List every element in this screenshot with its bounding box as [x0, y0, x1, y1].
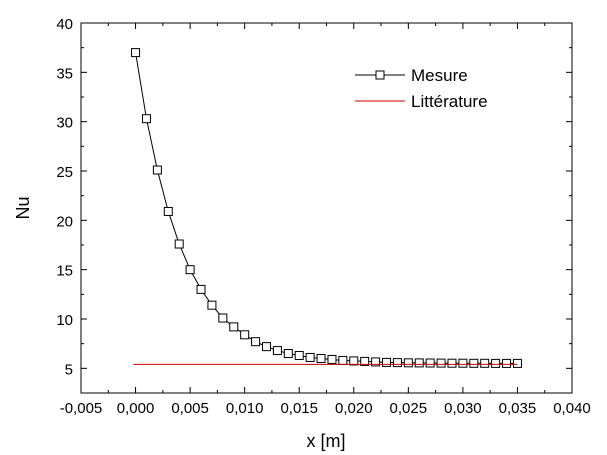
y-tick-label: 10 [56, 312, 73, 329]
y-tick-label: 5 [65, 361, 73, 378]
data-point [131, 48, 141, 58]
data-point [360, 356, 370, 366]
data-point [469, 358, 479, 368]
data-point [272, 346, 282, 356]
y-tick-label: 40 [56, 16, 73, 33]
data-point [436, 358, 446, 368]
data-point [392, 358, 402, 368]
data-point [283, 349, 293, 359]
data-point [152, 165, 162, 175]
data-point [316, 353, 326, 363]
data-point [261, 342, 271, 352]
data-point [338, 355, 348, 365]
data-point [251, 337, 261, 347]
x-tick-label: 0,015 [280, 400, 318, 417]
data-point [207, 300, 217, 310]
x-tick-label: 0,010 [226, 400, 264, 417]
x-tick-label: 0,035 [499, 400, 537, 417]
data-point [371, 357, 381, 367]
y-tick-label: 35 [56, 65, 73, 82]
data-point [349, 356, 359, 366]
x-tick-label: 0,000 [117, 400, 155, 417]
data-point [294, 351, 304, 361]
data-point [480, 358, 490, 368]
y-tick-label: 20 [56, 213, 73, 230]
data-point [425, 358, 435, 368]
legend-label-mesure: Mesure [411, 66, 468, 85]
x-tick-label: 0,030 [444, 400, 482, 417]
x-tick-label: -0,005 [60, 400, 103, 417]
data-point [491, 358, 501, 368]
data-point [512, 358, 522, 368]
data-point [174, 239, 184, 249]
x-tick-label: 0,025 [390, 400, 428, 417]
x-tick-label: 0,020 [335, 400, 373, 417]
data-point [229, 322, 239, 332]
data-point [196, 284, 206, 294]
data-point [163, 206, 173, 216]
data-point [502, 358, 512, 368]
data-point [414, 358, 424, 368]
data-point [141, 114, 151, 124]
y-tick-label: 25 [56, 164, 73, 181]
y-tick-label: 15 [56, 263, 73, 280]
legend: Mesure Littérature [355, 66, 488, 111]
x-tick-label: 0,040 [553, 400, 591, 417]
plot-frame [80, 22, 573, 394]
data-point [305, 352, 315, 362]
y-axis-title: Nu [13, 196, 33, 219]
data-point [218, 313, 228, 323]
data-point [403, 358, 413, 368]
data-point [327, 354, 337, 364]
y-tick-label: 30 [56, 115, 73, 132]
data-point [458, 358, 468, 368]
legend-marker-mesure [375, 70, 385, 80]
x-tick-label: 0,005 [171, 400, 209, 417]
data-point [447, 358, 457, 368]
x-axis-title: x [m] [307, 431, 346, 451]
legend-label-litterature: Littérature [411, 92, 488, 111]
data-point [185, 265, 195, 275]
data-point [240, 330, 250, 340]
data-point [382, 357, 392, 367]
